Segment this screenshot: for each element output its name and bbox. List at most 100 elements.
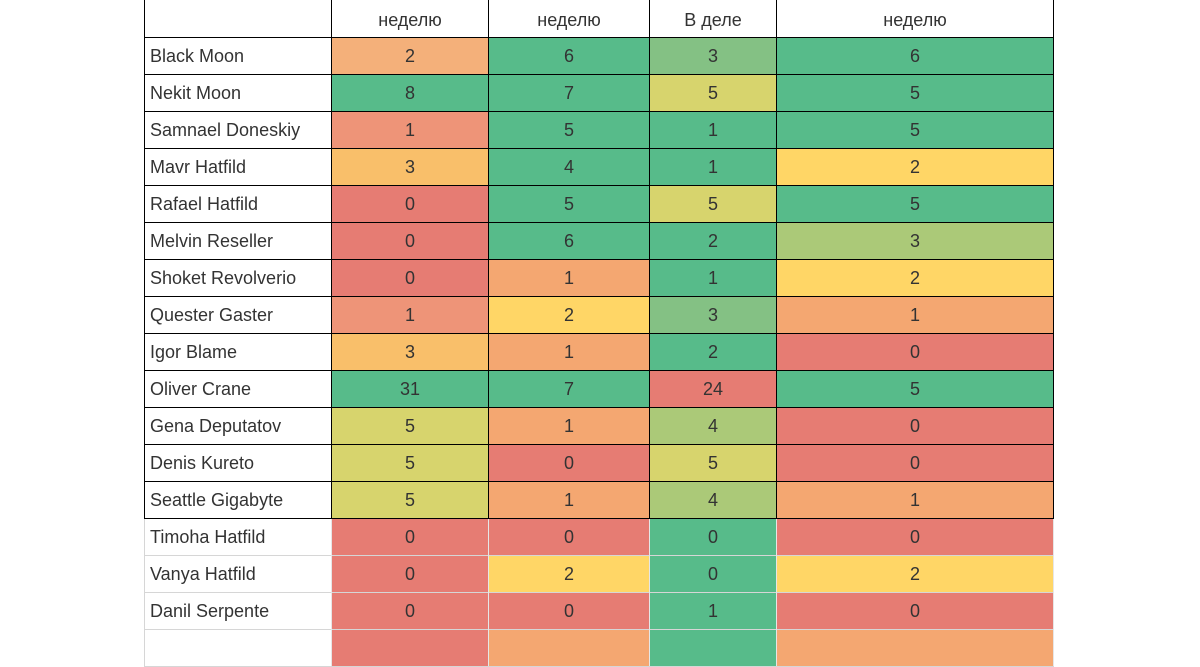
value-cell[interactable]: 7 bbox=[488, 370, 650, 408]
value-cell[interactable]: 3 bbox=[331, 333, 489, 371]
value-cell[interactable]: 4 bbox=[488, 148, 650, 186]
value-cell[interactable]: 6 bbox=[776, 37, 1054, 75]
value-cell[interactable]: 1 bbox=[331, 296, 489, 334]
value-cell[interactable]: 2 bbox=[488, 555, 650, 593]
value-cell[interactable]: 2 bbox=[776, 555, 1054, 593]
value-cell[interactable]: 5 bbox=[776, 185, 1054, 223]
value-cell[interactable]: 3 bbox=[649, 296, 777, 334]
value-cell[interactable]: 1 bbox=[488, 259, 650, 297]
value-cell[interactable]: 0 bbox=[776, 592, 1054, 630]
table-row: Shoket Revolverio 0 1 1 2 bbox=[144, 259, 1054, 297]
header-row: неделю неделю В деле неделю bbox=[144, 0, 1054, 38]
value-cell[interactable]: 1 bbox=[488, 333, 650, 371]
value-cell[interactable]: 6 bbox=[488, 222, 650, 260]
header-cell-name[interactable] bbox=[144, 0, 332, 38]
value-cell[interactable]: 3 bbox=[331, 148, 489, 186]
value-cell[interactable]: 0 bbox=[331, 222, 489, 260]
value-cell[interactable]: 5 bbox=[776, 370, 1054, 408]
row-name-cell[interactable]: Quester Gaster bbox=[144, 296, 332, 334]
value-cell[interactable]: 2 bbox=[776, 148, 1054, 186]
value-cell[interactable]: 5 bbox=[331, 407, 489, 445]
value-cell[interactable] bbox=[649, 629, 777, 667]
value-cell[interactable]: 1 bbox=[649, 592, 777, 630]
value-cell[interactable]: 4 bbox=[649, 481, 777, 519]
row-name-cell[interactable]: Danil Serpente bbox=[144, 592, 332, 630]
value-cell[interactable]: 1 bbox=[649, 148, 777, 186]
value-cell[interactable]: 0 bbox=[488, 518, 650, 556]
header-cell-week-2[interactable]: неделю bbox=[488, 0, 650, 38]
value-cell[interactable]: 1 bbox=[649, 259, 777, 297]
table-row: Black Moon 2 6 3 6 bbox=[144, 37, 1054, 75]
value-cell[interactable]: 5 bbox=[331, 481, 489, 519]
value-cell[interactable]: 1 bbox=[488, 407, 650, 445]
value-cell[interactable]: 7 bbox=[488, 74, 650, 112]
table-body: неделю неделю В деле неделю Black Moon 2 6… bbox=[144, 0, 1054, 667]
row-name-cell[interactable]: Mavr Hatfild bbox=[144, 148, 332, 186]
value-cell[interactable]: 5 bbox=[488, 185, 650, 223]
value-cell[interactable]: 0 bbox=[331, 555, 489, 593]
value-cell[interactable]: 5 bbox=[488, 111, 650, 149]
table-row: Igor Blame 3 1 2 0 bbox=[144, 333, 1054, 371]
value-cell[interactable]: 0 bbox=[331, 592, 489, 630]
value-cell[interactable]: 31 bbox=[331, 370, 489, 408]
row-name-cell[interactable]: Vanya Hatfild bbox=[144, 555, 332, 593]
value-cell[interactable]: 1 bbox=[488, 481, 650, 519]
value-cell[interactable]: 5 bbox=[776, 111, 1054, 149]
value-cell[interactable]: 5 bbox=[776, 74, 1054, 112]
value-cell[interactable] bbox=[488, 629, 650, 667]
value-cell[interactable]: 5 bbox=[649, 185, 777, 223]
value-cell[interactable]: 0 bbox=[776, 444, 1054, 482]
row-name-cell[interactable]: Igor Blame bbox=[144, 333, 332, 371]
value-cell[interactable]: 1 bbox=[776, 296, 1054, 334]
value-cell[interactable] bbox=[776, 629, 1054, 667]
value-cell[interactable]: 0 bbox=[776, 518, 1054, 556]
value-cell[interactable]: 0 bbox=[331, 185, 489, 223]
row-name-cell[interactable]: Shoket Revolverio bbox=[144, 259, 332, 297]
row-name-cell[interactable]: Black Moon bbox=[144, 37, 332, 75]
row-name-cell[interactable]: Seattle Gigabyte bbox=[144, 481, 332, 519]
value-cell[interactable]: 2 bbox=[649, 333, 777, 371]
value-cell[interactable]: 24 bbox=[649, 370, 777, 408]
table-row: Samnael Doneskiy 1 5 1 5 bbox=[144, 111, 1054, 149]
value-cell[interactable] bbox=[331, 629, 489, 667]
value-cell[interactable]: 5 bbox=[649, 444, 777, 482]
header-cell-in-work[interactable]: В деле bbox=[649, 0, 777, 38]
row-name-cell[interactable]: Nekit Moon bbox=[144, 74, 332, 112]
value-cell[interactable]: 0 bbox=[776, 333, 1054, 371]
header-cell-week-3[interactable]: неделю bbox=[776, 0, 1054, 38]
row-name-cell[interactable]: Rafael Hatfild bbox=[144, 185, 332, 223]
value-cell[interactable]: 0 bbox=[488, 592, 650, 630]
value-cell[interactable]: 5 bbox=[331, 444, 489, 482]
value-cell[interactable]: 8 bbox=[331, 74, 489, 112]
value-cell[interactable]: 1 bbox=[776, 481, 1054, 519]
table-row: Danil Serpente 0 0 1 0 bbox=[144, 592, 1054, 630]
table-row: Seattle Gigabyte 5 1 4 1 bbox=[144, 481, 1054, 519]
row-name-cell[interactable]: Melvin Reseller bbox=[144, 222, 332, 260]
value-cell[interactable]: 0 bbox=[649, 555, 777, 593]
value-cell[interactable]: 0 bbox=[776, 407, 1054, 445]
value-cell[interactable]: 0 bbox=[331, 518, 489, 556]
row-name-cell[interactable]: Oliver Crane bbox=[144, 370, 332, 408]
value-cell[interactable]: 2 bbox=[776, 259, 1054, 297]
value-cell[interactable]: 2 bbox=[649, 222, 777, 260]
row-name-cell[interactable]: Samnael Doneskiy bbox=[144, 111, 332, 149]
value-cell[interactable]: 0 bbox=[331, 259, 489, 297]
value-cell[interactable]: 5 bbox=[649, 74, 777, 112]
value-cell[interactable]: 4 bbox=[649, 407, 777, 445]
value-cell[interactable]: 1 bbox=[331, 111, 489, 149]
header-cell-week-1[interactable]: неделю bbox=[331, 0, 489, 38]
table-row: Nekit Moon 8 7 5 5 bbox=[144, 74, 1054, 112]
value-cell[interactable]: 6 bbox=[488, 37, 650, 75]
value-cell[interactable]: 0 bbox=[488, 444, 650, 482]
value-cell[interactable]: 0 bbox=[649, 518, 777, 556]
row-name-cell[interactable] bbox=[144, 629, 332, 667]
value-cell[interactable]: 3 bbox=[649, 37, 777, 75]
row-name-cell[interactable]: Gena Deputatov bbox=[144, 407, 332, 445]
row-name-cell[interactable]: Denis Kureto bbox=[144, 444, 332, 482]
table-row: Vanya Hatfild 0 2 0 2 bbox=[144, 555, 1054, 593]
value-cell[interactable]: 2 bbox=[331, 37, 489, 75]
value-cell[interactable]: 2 bbox=[488, 296, 650, 334]
value-cell[interactable]: 3 bbox=[776, 222, 1054, 260]
value-cell[interactable]: 1 bbox=[649, 111, 777, 149]
row-name-cell[interactable]: Timoha Hatfild bbox=[144, 518, 332, 556]
